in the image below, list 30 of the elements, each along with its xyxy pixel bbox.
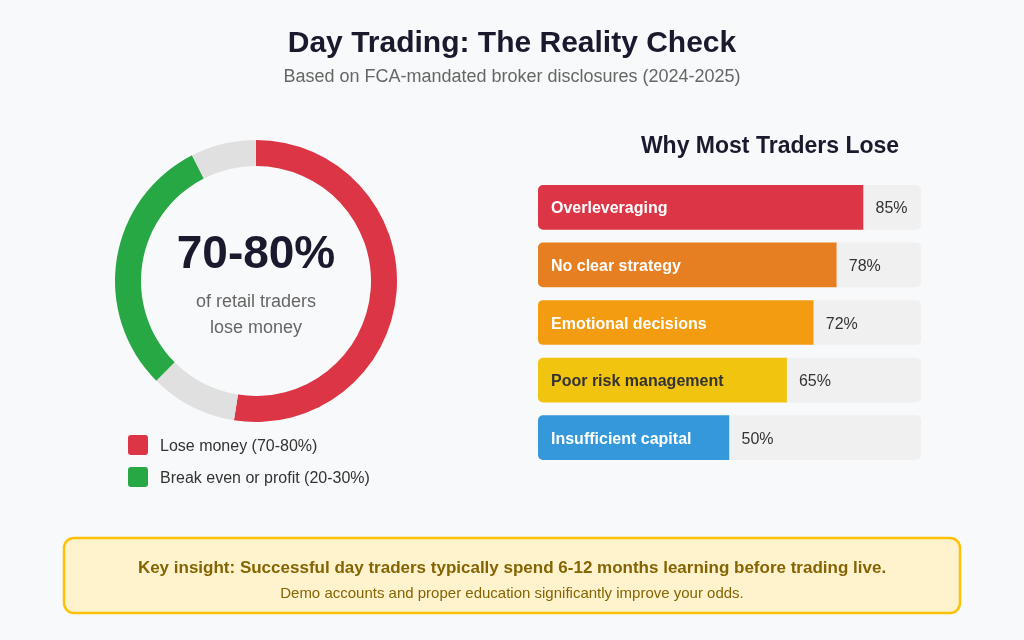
data-label: 72% — [825, 314, 858, 332]
text: Demo accounts and proper education significantly improve your odds. — [280, 584, 744, 601]
donut-slice — [156, 362, 239, 421]
donut-slice — [191, 140, 256, 179]
data-label: 50% — [741, 429, 774, 447]
legend-label: Break even or profit (20-30%) — [160, 469, 370, 486]
legend-label: Lose money (70-80%) — [160, 437, 318, 454]
bar — [538, 242, 837, 288]
bar — [786, 357, 921, 403]
y-tick-label: Insufficient capital — [551, 429, 692, 447]
text: 70-80% — [176, 226, 336, 278]
y-tick-label: Overleveraging — [551, 199, 668, 217]
text: Day Trading: The Reality Check — [287, 25, 737, 58]
data-label: 78% — [848, 256, 881, 274]
data-label: 65% — [798, 372, 831, 390]
bar — [813, 300, 921, 345]
bar — [538, 185, 864, 230]
bar — [538, 415, 730, 460]
bar — [538, 300, 814, 345]
chart-title: Why Most Traders Lose — [640, 132, 900, 158]
y-tick-label: No clear strategy — [551, 256, 681, 274]
text: Key insight: Successful day traders typically spend 6-12 months learning before trading live. — [137, 558, 887, 577]
bar — [729, 415, 921, 460]
data-label: 85% — [875, 199, 908, 217]
text: Based on FCA-mandated broker disclosures (2024-2025) — [283, 66, 741, 86]
y-tick-label: Emotional decisions — [551, 314, 707, 332]
bar — [863, 185, 921, 230]
bar — [836, 242, 921, 288]
y-tick-label: Poor risk management — [551, 372, 725, 390]
text: of retail traders lose money — [195, 291, 317, 337]
